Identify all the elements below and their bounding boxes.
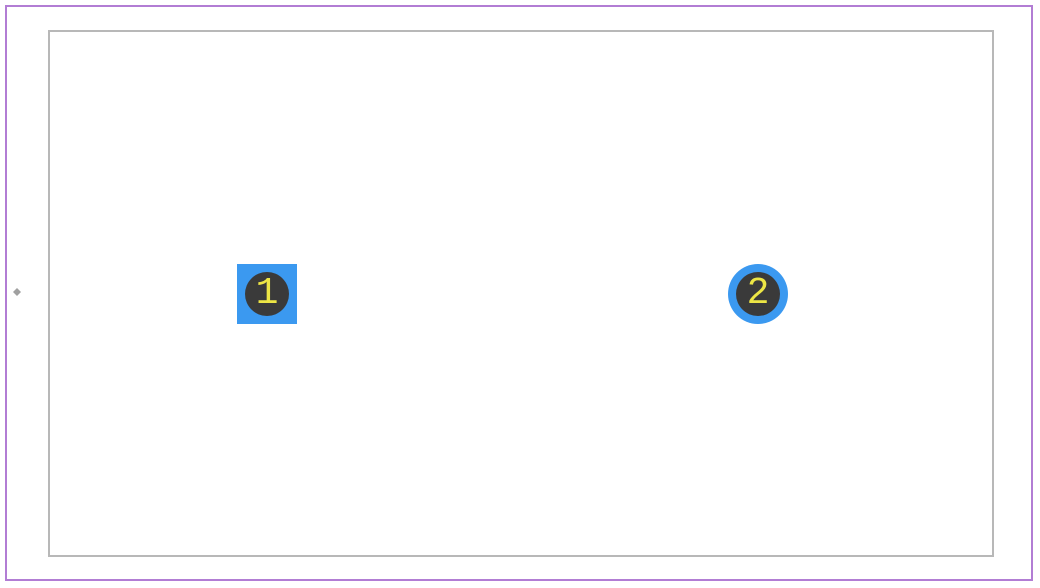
pin-2-hole: 2	[736, 272, 780, 316]
pin-1: 1	[237, 264, 297, 324]
inner-frame	[48, 30, 994, 557]
pin-1-hole: 1	[245, 272, 289, 316]
pin-2: 2	[728, 264, 788, 324]
pin-2-label: 2	[747, 275, 770, 313]
pin-1-label: 1	[256, 275, 279, 313]
origin-marker	[13, 288, 21, 296]
